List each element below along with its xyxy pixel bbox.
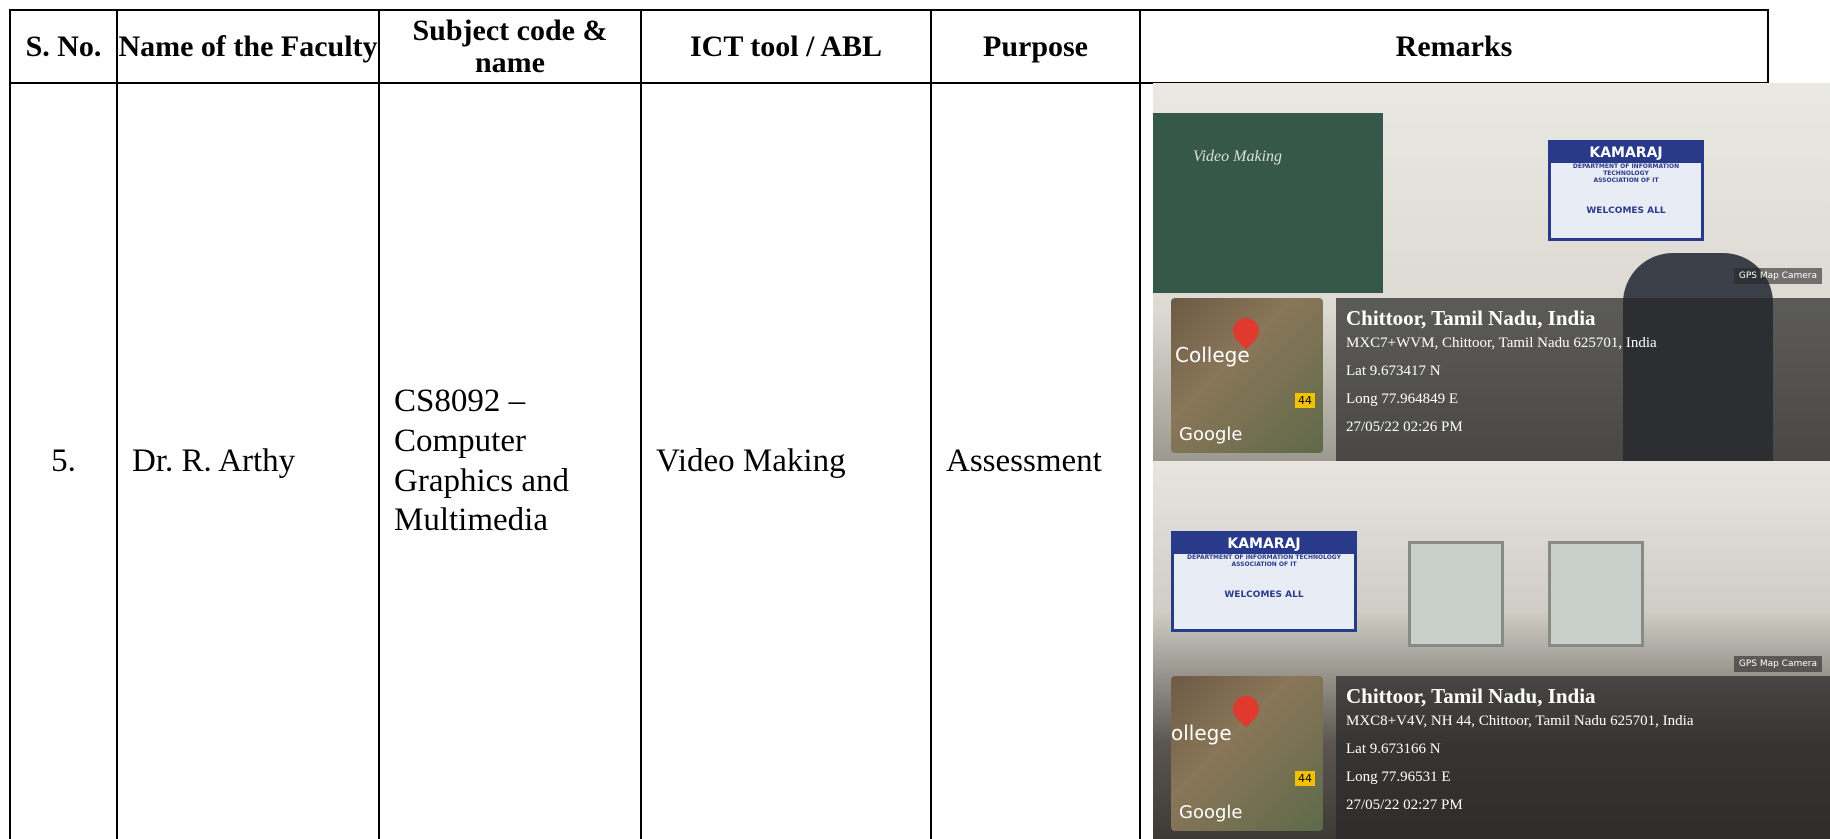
window: [1408, 541, 1504, 647]
latitude: Lat 9.673417 N: [1346, 363, 1441, 379]
gps-overlay: Chittoor, Tamil Nadu, India MXC7+WVM, Ch…: [1336, 298, 1830, 461]
gps-overlay: Chittoor, Tamil Nadu, India MXC8+V4V, NH…: [1336, 676, 1830, 839]
map-label: College: [1175, 343, 1250, 367]
banner-assoc: ASSOCIATION OF IT: [1593, 177, 1659, 184]
blackboard: Video Making: [1153, 113, 1383, 293]
timestamp: 27/05/22 02:27 PM: [1346, 797, 1463, 813]
rule: [9, 9, 1769, 11]
header-cell: Purpose: [983, 29, 1088, 63]
rule: [640, 9, 642, 839]
longitude: Long 77.96531 E: [1346, 769, 1451, 785]
header-cell: Remarks: [1395, 29, 1513, 63]
app-label: GPS Map Camera: [1733, 268, 1822, 284]
timestamp: 27/05/22 02:26 PM: [1346, 419, 1463, 435]
map-label: ollege: [1171, 721, 1232, 745]
rule: [1139, 9, 1141, 839]
cell: Assessment: [946, 442, 1102, 479]
photo: KAMARAJ DEPARTMENT OF INFORMATION TECHNO…: [1153, 461, 1830, 839]
board-text: Video Making: [1193, 148, 1283, 165]
rule: [378, 9, 380, 839]
banner-welcome: WELCOMES ALL: [1224, 590, 1304, 600]
banner-title: KAMARAJ: [1174, 534, 1354, 554]
header-cell: Name of the Faculty: [118, 29, 378, 63]
banner-dept: DEPARTMENT OF INFORMATION TECHNOLOGY: [1572, 163, 1680, 177]
latitude: Lat 9.673166 N: [1346, 741, 1441, 757]
banner-dept: DEPARTMENT OF INFORMATION TECHNOLOGY: [1187, 554, 1341, 561]
road-sign: 44: [1295, 771, 1315, 786]
cell: CS8092 – Computer Graphics and Multimedi…: [394, 383, 570, 539]
banner: KAMARAJ DEPARTMENT OF INFORMATION TECHNO…: [1171, 531, 1357, 632]
road-sign: 44: [1295, 393, 1315, 408]
rule: [9, 9, 11, 839]
longitude: Long 77.964849 E: [1346, 391, 1459, 407]
cell: Dr. R. Arthy: [132, 442, 296, 479]
map-brand: Google: [1179, 424, 1243, 445]
header-cell: ICT tool / ABL: [690, 29, 882, 63]
rule: [930, 9, 932, 839]
header-cell: S. No.: [25, 29, 102, 63]
rule: [9, 82, 1769, 84]
banner-title: KAMARAJ: [1551, 143, 1701, 163]
rule: [1767, 9, 1769, 83]
header-cell: Subject code & name: [412, 14, 608, 79]
map: College 44 Google: [1171, 298, 1323, 453]
cell: Video Making: [656, 442, 846, 479]
pin: [1227, 690, 1265, 728]
banner: KAMARAJ DEPARTMENT OF INFORMATION TECHNO…: [1548, 140, 1704, 241]
banner-assoc: ASSOCIATION OF IT: [1231, 561, 1297, 568]
address: MXC7+WVM, Chittoor, Tamil Nadu 625701, I…: [1346, 335, 1657, 351]
address: MXC8+V4V, NH 44, Chittoor, Tamil Nadu 62…: [1346, 713, 1694, 729]
map-brand: Google: [1179, 802, 1243, 823]
window: [1548, 541, 1644, 647]
place: Chittoor, Tamil Nadu, India: [1346, 306, 1596, 330]
banner-welcome: WELCOMES ALL: [1586, 206, 1666, 216]
app-label: GPS Map Camera: [1733, 656, 1822, 672]
rule: [116, 9, 118, 839]
place: Chittoor, Tamil Nadu, India: [1346, 684, 1596, 708]
map: ollege 44 Google: [1171, 676, 1323, 831]
cell: 5.: [51, 442, 76, 479]
photo: Video Making KAMARAJ DEPARTMENT OF INFOR…: [1153, 83, 1830, 461]
